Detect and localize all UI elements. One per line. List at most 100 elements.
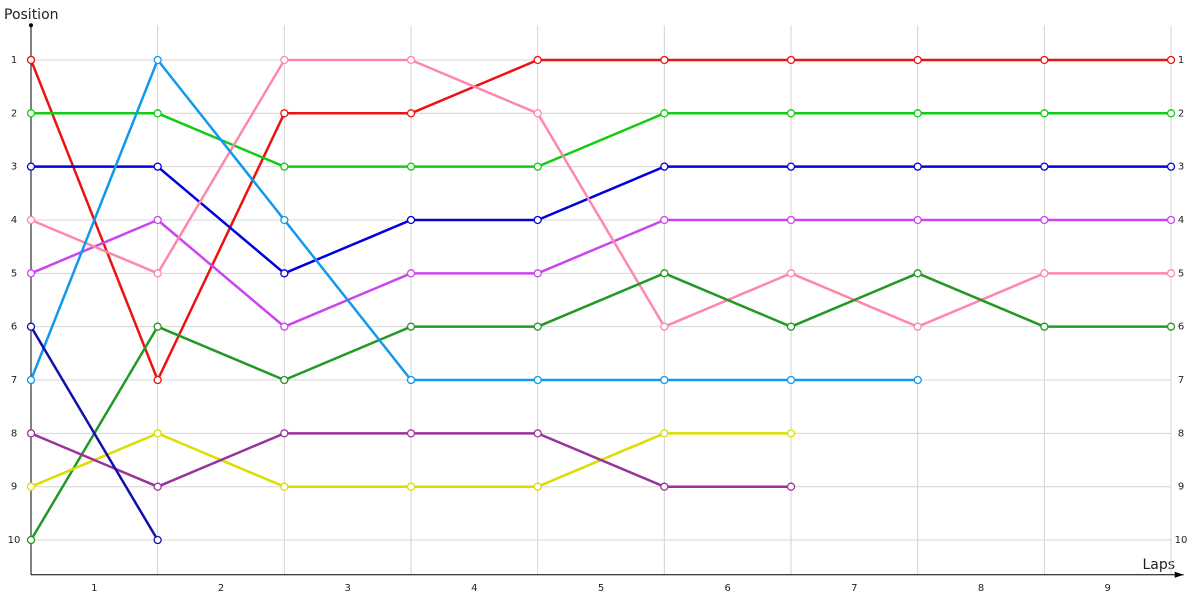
series-line [29,58,1172,382]
x-axis-title: Laps [1142,557,1175,573]
y-tick-label-right: 3 [1178,162,1184,173]
point [406,429,416,438]
point [26,375,36,385]
point [406,269,416,278]
point [660,429,669,438]
point [1166,215,1176,225]
point [280,429,289,438]
point [406,482,416,491]
y-axis-title: Position [4,7,59,23]
series-line [31,112,1172,168]
point [153,55,162,65]
point [660,269,669,278]
point [280,322,289,331]
point [533,322,542,331]
point [660,375,669,385]
y-tick-label-right: 7 [1178,375,1184,386]
point [280,375,289,385]
y-tick-label: 7 [11,375,17,386]
point [406,322,416,331]
point [1040,55,1049,65]
point [786,429,796,438]
y-tick-label: 3 [11,162,17,173]
point [406,55,416,65]
point [913,269,922,278]
y-tick-label: 8 [11,428,17,439]
y-tick-label-right: 10 [1175,535,1188,546]
point [153,375,162,385]
x-tick-label: 3 [344,583,350,594]
y-axis-cap [29,23,33,28]
point [1166,109,1176,118]
x-tick-label: 9 [1105,583,1111,594]
point [280,162,289,171]
point [26,55,36,65]
x-tick-label: 4 [471,583,477,594]
point [533,162,542,171]
point [913,55,922,65]
point [280,55,289,65]
point [660,215,669,225]
point [533,55,542,65]
point [660,55,669,65]
x-tick-label: 8 [978,583,984,594]
point [660,482,669,491]
point [913,215,922,225]
x-tick-label: 5 [598,583,604,594]
point [406,109,416,118]
point [406,375,416,385]
y-tick-label-right: 2 [1178,108,1184,119]
point [153,482,162,491]
y-tick-label-right: 9 [1178,482,1184,493]
point [280,109,289,118]
point [153,535,162,545]
point [406,162,416,171]
point [26,162,36,171]
point [280,482,289,491]
point [280,215,289,225]
y-tick-label-right: 4 [1178,215,1184,226]
point [913,375,922,385]
point [26,269,36,278]
point [660,162,669,171]
y-tick-label: 5 [11,268,17,279]
point [660,322,669,331]
point [913,109,922,118]
point [786,109,796,118]
point [1166,322,1176,331]
point [786,482,796,491]
series-line [29,58,918,382]
series-line [29,272,1172,541]
x-tick-label: 1 [91,583,97,594]
y-tick-label: 6 [11,322,17,333]
point [1040,322,1049,331]
point [913,322,922,331]
y-tick-label: 1 [11,55,17,66]
x-axis-arrow [1174,571,1184,578]
point [1040,109,1049,118]
point [26,482,36,491]
point [533,215,542,225]
y-tick-label-right: 8 [1178,428,1184,439]
point [26,215,36,225]
y-tick-label: 10 [8,535,21,546]
point [153,162,162,171]
point [1040,269,1049,278]
x-tick-label: 6 [724,583,730,594]
series-line [31,165,1172,275]
point [1040,162,1049,171]
point [1166,269,1176,278]
point [533,375,542,385]
point [26,322,36,331]
point [786,55,796,65]
y-tick-label-right: 1 [1178,55,1184,66]
point [26,535,36,545]
point [153,322,162,331]
point [1040,215,1049,225]
point [786,215,796,225]
point [1166,55,1176,65]
point [786,375,796,385]
x-tick-label: 2 [218,583,224,594]
point [533,429,542,438]
